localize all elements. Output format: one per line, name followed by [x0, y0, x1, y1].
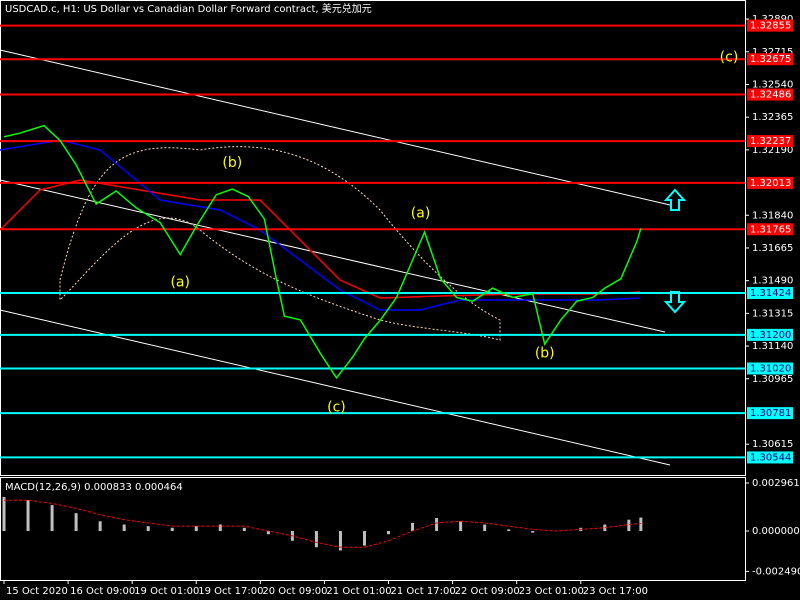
level-box [747, 328, 793, 341]
wave-label: (a) [170, 275, 190, 291]
wave-label: (b) [222, 155, 242, 171]
macd-bar [218, 524, 222, 532]
macd-y-tick-label: 0.000000 [752, 526, 800, 537]
wave-label: (c) [327, 400, 346, 416]
level-label: 1.32486 [750, 90, 791, 101]
macd-bar [122, 524, 126, 532]
x-tick-label: 23 Oct 17:00 [583, 586, 648, 597]
macd-bar [483, 524, 487, 532]
x-tick-label: 19 Oct 17:00 [198, 586, 263, 597]
x-tick-label: 15 Oct 2020 [6, 586, 68, 597]
macd-bar [242, 527, 246, 532]
x-tick-label: 23 Oct 01:00 [519, 586, 584, 597]
y-tick-label: 1.31840 [752, 210, 793, 221]
macd-bar [146, 526, 150, 532]
macd-bar [435, 518, 439, 532]
price-line [3, 124, 642, 380]
moving-average [0, 179, 641, 299]
macd-bar [411, 522, 415, 532]
wave-label: (a) [411, 205, 431, 221]
macd-bar [194, 526, 198, 532]
level-box [747, 407, 793, 420]
macd-label: MACD(12,26,9) 0.000833 0.000464 [5, 482, 183, 493]
level-label: 1.32237 [750, 136, 791, 147]
y-tick-label: 1.31665 [752, 243, 793, 254]
level-label: 1.32855 [750, 21, 791, 32]
cloud [59, 146, 501, 341]
macd-bar [627, 519, 631, 532]
macd-y-tick-label: 0.002961 [752, 478, 800, 489]
macd-bar [266, 531, 270, 535]
level-box [747, 19, 793, 32]
y-tick-label: 1.30615 [752, 439, 793, 450]
level-box [747, 176, 793, 189]
macd-bar [387, 531, 391, 535]
y-tick-label: 1.31315 [752, 308, 793, 319]
y-tick-label: 1.32190 [752, 145, 793, 156]
trend-line [0, 49, 671, 206]
level-box [747, 451, 793, 464]
x-tick-label: 16 Oct 09:00 [70, 586, 135, 597]
x-tick-label: 21 Oct 01:00 [326, 586, 391, 597]
wave-label: (b) [535, 346, 555, 362]
macd-bar [26, 500, 30, 532]
macd-y-tick-label: -0.002490 [752, 566, 800, 577]
macd-frame [0, 477, 746, 581]
x-tick-label: 20 Oct 09:00 [262, 586, 327, 597]
level-label: 1.31200 [750, 330, 791, 341]
macd-bar [459, 521, 463, 532]
x-tick-label: 19 Oct 01:00 [134, 586, 199, 597]
chart-title: USDCAD.c, H1: US Dollar vs Canadian Doll… [5, 2, 372, 15]
level-label: 1.31020 [750, 363, 791, 374]
macd-bar [338, 531, 342, 551]
main-frame [0, 0, 746, 476]
macd-bar [362, 531, 366, 546]
macd-bar [531, 531, 535, 533]
y-tick-label: 1.32365 [752, 112, 793, 123]
macd-bar [314, 531, 318, 548]
y-tick-label: 1.31140 [752, 341, 793, 352]
level-label: 1.32675 [750, 54, 791, 65]
macd-bar [639, 517, 643, 532]
macd-bar [50, 505, 54, 532]
level-label: 1.31424 [750, 288, 791, 299]
level-box [747, 53, 793, 66]
level-box [747, 88, 793, 101]
level-label: 1.31765 [750, 224, 791, 235]
moving-average [0, 139, 641, 311]
x-tick-label: 21 Oct 17:00 [391, 586, 456, 597]
x-tick-label: 22 Oct 09:00 [455, 586, 520, 597]
macd-bar [507, 529, 511, 532]
y-tick-label: 1.32890 [752, 14, 793, 25]
level-box [747, 135, 793, 148]
trend-line [0, 179, 666, 333]
macd-bar [2, 496, 6, 532]
level-box [747, 223, 793, 236]
macd-signal [4, 499, 641, 548]
y-tick-label: 1.32715 [752, 47, 793, 58]
y-tick-label: 1.30965 [752, 374, 793, 385]
macd-bar [170, 527, 174, 532]
up-arrow [663, 188, 687, 211]
level-label: 1.32013 [750, 178, 791, 189]
macd-bar [74, 513, 78, 532]
level-box [747, 286, 793, 299]
y-tick-label: 1.31490 [752, 276, 793, 287]
macd-bar [98, 521, 102, 532]
level-label: 1.30781 [750, 408, 791, 419]
level-label: 1.30544 [750, 452, 791, 463]
y-tick-label: 1.32540 [752, 79, 793, 90]
wave-label: (c) [720, 49, 739, 65]
level-box [747, 362, 793, 375]
